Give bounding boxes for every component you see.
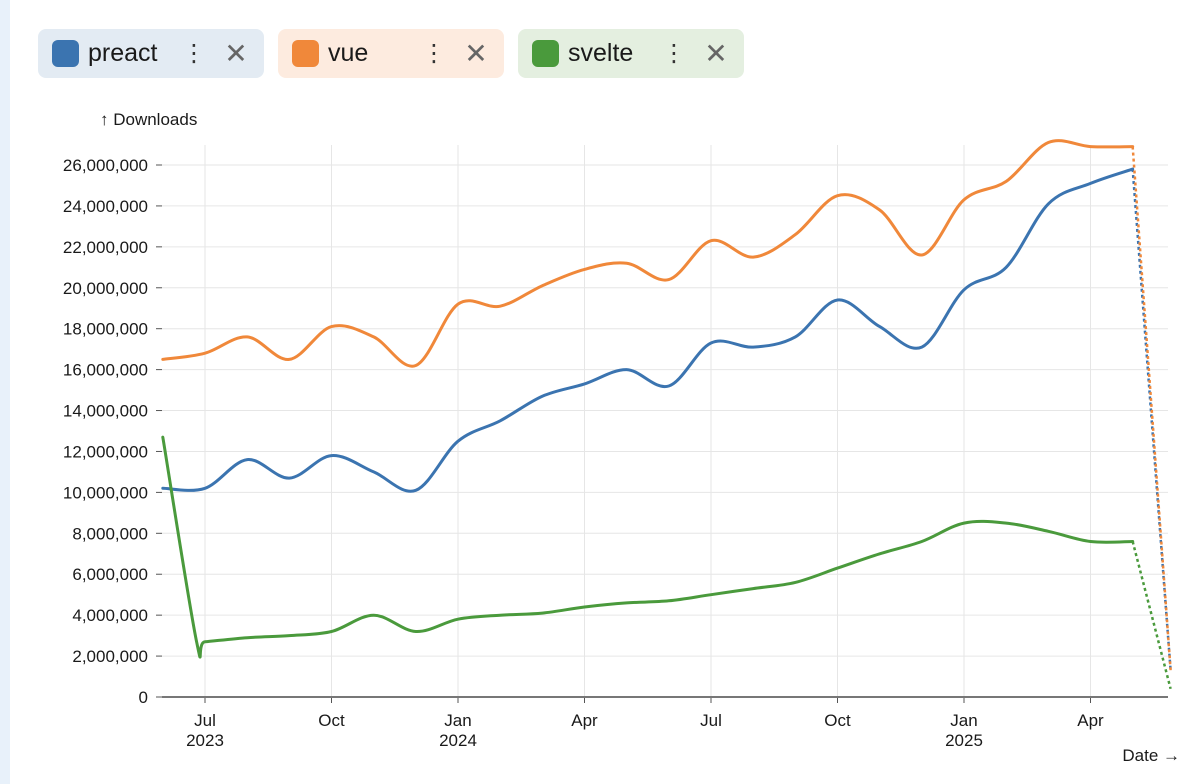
y-tick-label: 24,000,000	[63, 197, 148, 216]
projected-line-svelte	[1131, 541, 1172, 690]
x-tick-label: Jul	[700, 711, 722, 730]
x-tick-label: Jan	[950, 711, 977, 730]
series-lines	[161, 139, 1172, 690]
y-axis-label: ↑ Downloads	[100, 110, 197, 129]
y-tick-label: 22,000,000	[63, 238, 148, 257]
more-vertical-icon[interactable]: ⋮	[182, 39, 206, 67]
preact-color-swatch[interactable]	[52, 40, 79, 67]
series-line-vue	[161, 139, 1135, 368]
x-tick-year-label: 2025	[945, 731, 983, 750]
more-vertical-icon[interactable]: ⋮	[662, 39, 686, 67]
legend-chip-svelte[interactable]: svelte ⋮ ✕	[518, 29, 744, 78]
y-tick-label: 8,000,000	[72, 524, 148, 543]
more-vertical-icon[interactable]: ⋮	[422, 39, 446, 67]
y-tick-label: 4,000,000	[72, 606, 148, 625]
y-tick-label: 14,000,000	[63, 402, 148, 421]
grid	[162, 145, 1168, 697]
series-legend: preact ⋮ ✕ vue ⋮ ✕ svelte ⋮ ✕	[38, 29, 744, 78]
y-tick-label: 2,000,000	[72, 647, 148, 666]
projected-line-preact	[1131, 168, 1172, 671]
x-tick-year-label: 2023	[186, 731, 224, 750]
y-tick-label: 0	[139, 688, 148, 707]
legend-chip-vue[interactable]: vue ⋮ ✕	[278, 29, 504, 78]
y-tick-label: 10,000,000	[63, 483, 148, 502]
svelte-color-swatch[interactable]	[532, 40, 559, 67]
x-axis-label: Date →	[1122, 746, 1180, 765]
y-tick-label: 6,000,000	[72, 565, 148, 584]
close-icon[interactable]: ✕	[464, 37, 488, 69]
x-tick-label: Jan	[444, 711, 471, 730]
y-tick-label: 16,000,000	[63, 361, 148, 380]
x-tick-label: Apr	[1077, 711, 1104, 730]
left-panel-edge	[0, 0, 10, 784]
series-line-preact	[161, 167, 1135, 493]
x-tick-label: Oct	[318, 711, 345, 730]
legend-label-svelte: svelte	[568, 39, 634, 67]
legend-label-preact: preact	[88, 39, 158, 67]
legend-label-vue: vue	[328, 39, 369, 67]
x-tick-year-label: 2024	[439, 731, 477, 750]
series-line-svelte	[161, 435, 1135, 659]
close-icon[interactable]: ✕	[704, 37, 728, 69]
y-tick-label: 18,000,000	[63, 320, 148, 339]
legend-chip-preact[interactable]: preact ⋮ ✕	[38, 29, 264, 78]
y-tick-label: 12,000,000	[63, 442, 148, 461]
close-icon[interactable]: ✕	[224, 37, 248, 69]
y-tick-label: 20,000,000	[63, 279, 148, 298]
x-tick-label: Oct	[824, 711, 851, 730]
vue-color-swatch[interactable]	[292, 40, 319, 67]
x-tick-label: Apr	[571, 711, 598, 730]
y-tick-label: 26,000,000	[63, 156, 148, 175]
x-tick-label: Jul	[194, 711, 216, 730]
y-axis: 0 2,000,000 4,000,000 6,000,000 8,000,000 10,…	[63, 156, 162, 707]
